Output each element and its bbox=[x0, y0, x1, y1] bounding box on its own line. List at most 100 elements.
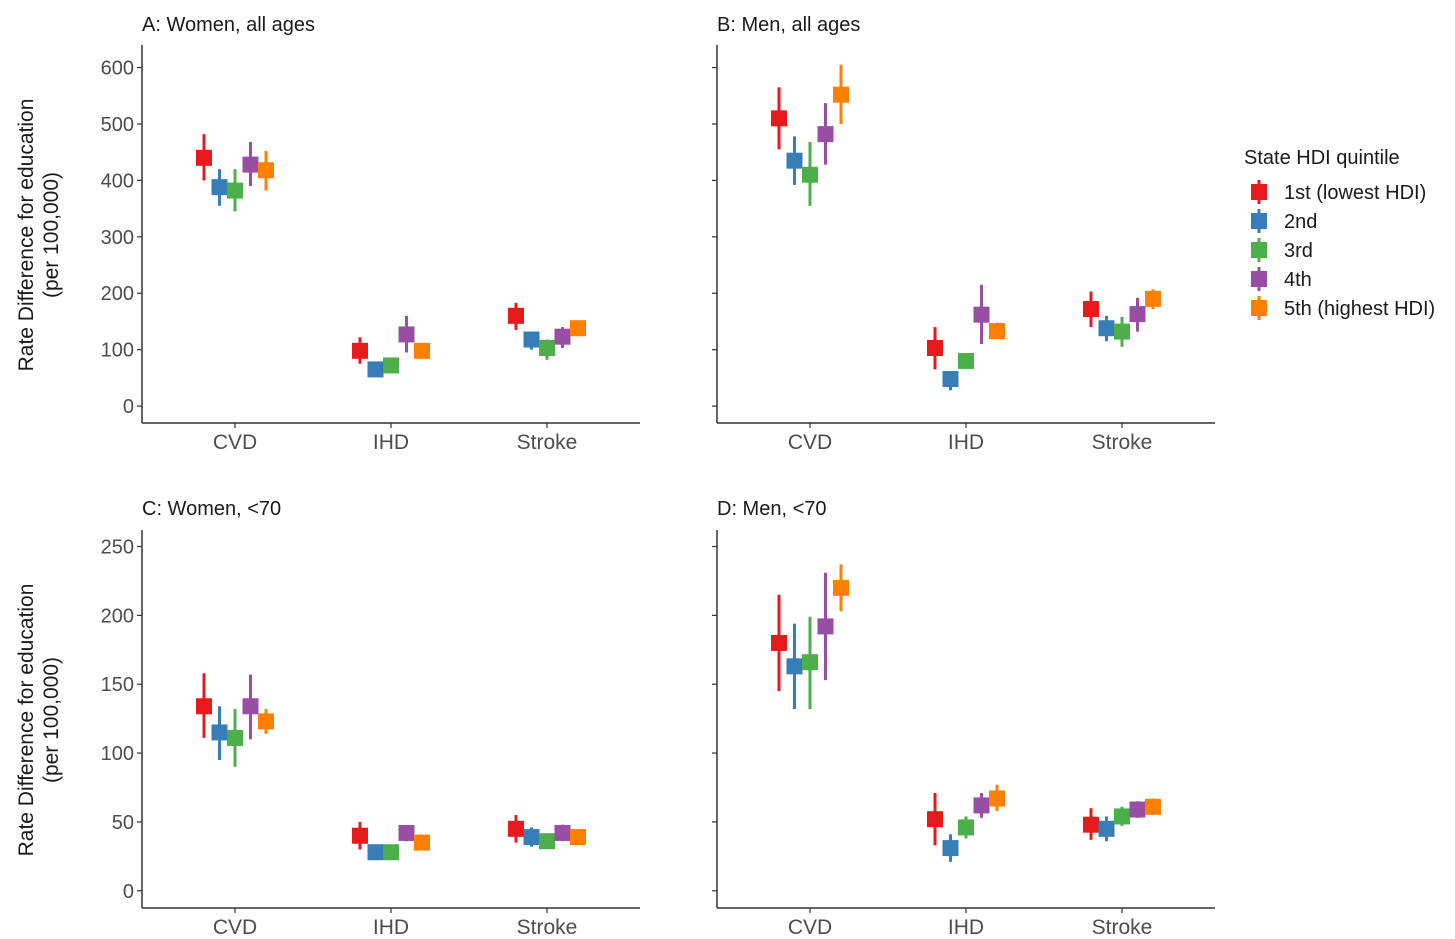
chart-panel-4: D: Men, <70 CVD IHD Stroke bbox=[712, 498, 1215, 939]
point-estimate bbox=[942, 840, 959, 857]
point-estimate bbox=[570, 829, 586, 846]
y-axis-label-top: Rate Difference for education (per 100,0… bbox=[15, 99, 63, 372]
point-estimate bbox=[771, 110, 787, 127]
point-estimate bbox=[554, 824, 571, 841]
chart-panel-2: B: Men, all ages CVD IHD Stroke bbox=[712, 14, 1215, 454]
legend-title: State HDI quintile bbox=[1244, 147, 1400, 169]
point-estimate bbox=[398, 326, 415, 343]
point-estimate bbox=[1145, 290, 1161, 307]
y-tick-label: 300 bbox=[101, 227, 134, 249]
point-estimate bbox=[196, 149, 212, 166]
point-estimate bbox=[242, 698, 259, 715]
panel-title: A: Women, all ages bbox=[142, 14, 315, 36]
point-estimate bbox=[383, 357, 399, 374]
point-estimate bbox=[196, 698, 212, 715]
point-estimate bbox=[771, 634, 787, 651]
legend-label: 4th bbox=[1284, 269, 1312, 291]
y-tick-label: 100 bbox=[101, 340, 134, 362]
point-estimate bbox=[786, 658, 803, 675]
point-estimate bbox=[927, 339, 943, 356]
x-tick-label: CVD bbox=[213, 916, 257, 939]
point-estimate bbox=[554, 328, 571, 345]
point-estimate bbox=[958, 819, 974, 836]
point-estimate bbox=[211, 179, 228, 196]
point-estimate bbox=[414, 834, 430, 851]
point-estimate bbox=[802, 654, 818, 671]
y-tick-label: 600 bbox=[101, 58, 134, 80]
legend-label: 1st (lowest HDI) bbox=[1284, 182, 1426, 204]
legend-key-box bbox=[1251, 271, 1267, 287]
point-estimate bbox=[989, 790, 1005, 807]
point-estimate bbox=[1083, 301, 1099, 318]
x-tick-label: Stroke bbox=[517, 916, 578, 939]
point-estimate bbox=[989, 323, 1005, 340]
y-tick-label: 250 bbox=[101, 537, 134, 559]
point-estimate bbox=[1129, 801, 1146, 818]
x-tick-label: IHD bbox=[948, 916, 984, 939]
x-tick-label: Stroke bbox=[1092, 916, 1153, 939]
point-estimate bbox=[539, 833, 555, 850]
x-tick-label: IHD bbox=[373, 916, 409, 939]
point-estimate bbox=[1145, 798, 1161, 815]
x-tick-label: CVD bbox=[788, 916, 832, 939]
point-estimate bbox=[570, 320, 586, 337]
point-estimate bbox=[973, 797, 990, 814]
y-tick-label: 400 bbox=[101, 170, 134, 192]
legend-key-box bbox=[1251, 300, 1267, 316]
point-estimate bbox=[258, 162, 274, 179]
point-estimate bbox=[414, 342, 430, 359]
y-tick-label: 0 bbox=[123, 396, 134, 418]
legend-label: 2nd bbox=[1284, 211, 1317, 233]
point-estimate bbox=[508, 307, 524, 324]
point-estimate bbox=[352, 827, 368, 844]
legend: State HDI quintile 1st (lowest HDI) 2nd 3r… bbox=[1244, 147, 1435, 320]
point-estimate bbox=[833, 86, 849, 103]
point-estimate bbox=[927, 811, 943, 828]
point-estimate bbox=[1098, 320, 1115, 337]
y-axis-label-bottom: Rate Difference for education (per 100,0… bbox=[15, 584, 63, 857]
point-estimate bbox=[258, 713, 274, 730]
point-estimate bbox=[817, 618, 834, 635]
y-axis-label-line1: Rate Difference for education bbox=[15, 99, 38, 372]
x-tick-label: CVD bbox=[213, 431, 257, 454]
legend-item: 4th bbox=[1251, 267, 1312, 291]
point-estimate bbox=[227, 729, 243, 746]
point-estimate bbox=[833, 579, 849, 596]
point-estimate bbox=[352, 342, 368, 359]
legend-label: 5th (highest HDI) bbox=[1284, 298, 1435, 320]
point-estimate bbox=[1114, 808, 1130, 825]
legend-item: 1st (lowest HDI) bbox=[1251, 180, 1426, 204]
legend-key-box bbox=[1251, 184, 1267, 200]
x-tick-label: CVD bbox=[788, 431, 832, 454]
point-estimate bbox=[523, 331, 540, 348]
point-estimate bbox=[242, 156, 259, 173]
point-estimate bbox=[367, 844, 384, 861]
point-estimate bbox=[508, 820, 524, 837]
x-tick-label: Stroke bbox=[517, 431, 578, 454]
legend-label: 3rd bbox=[1284, 240, 1313, 262]
y-tick-label: 150 bbox=[101, 674, 134, 696]
point-estimate bbox=[211, 724, 228, 741]
y-axis-label-line2: (per 100,000) bbox=[40, 657, 63, 783]
legend-key-box bbox=[1251, 242, 1267, 258]
legend-item: 3rd bbox=[1251, 238, 1313, 262]
legend-key-box bbox=[1251, 213, 1267, 229]
panel-title: B: Men, all ages bbox=[717, 14, 860, 36]
point-estimate bbox=[1098, 820, 1115, 837]
point-estimate bbox=[539, 339, 555, 356]
point-estimate bbox=[942, 370, 959, 387]
chart-panel-3: C: Women, <70 0 50 100 150 200 250 CVD IHD Stroke bbox=[101, 498, 640, 939]
point-estimate bbox=[1114, 323, 1130, 340]
point-estimate bbox=[383, 844, 399, 861]
y-tick-label: 200 bbox=[101, 283, 134, 305]
panel-title: D: Men, <70 bbox=[717, 498, 827, 520]
point-estimate bbox=[802, 166, 818, 183]
y-axis-label-line1: Rate Difference for education bbox=[15, 584, 38, 857]
y-axis-label-line2: (per 100,000) bbox=[40, 172, 63, 298]
point-estimate bbox=[1083, 816, 1099, 833]
legend-item: 2nd bbox=[1251, 209, 1317, 233]
point-estimate bbox=[367, 361, 384, 378]
panel-title: C: Women, <70 bbox=[142, 498, 281, 520]
y-tick-label: 50 bbox=[112, 812, 134, 834]
x-tick-label: IHD bbox=[373, 431, 409, 454]
